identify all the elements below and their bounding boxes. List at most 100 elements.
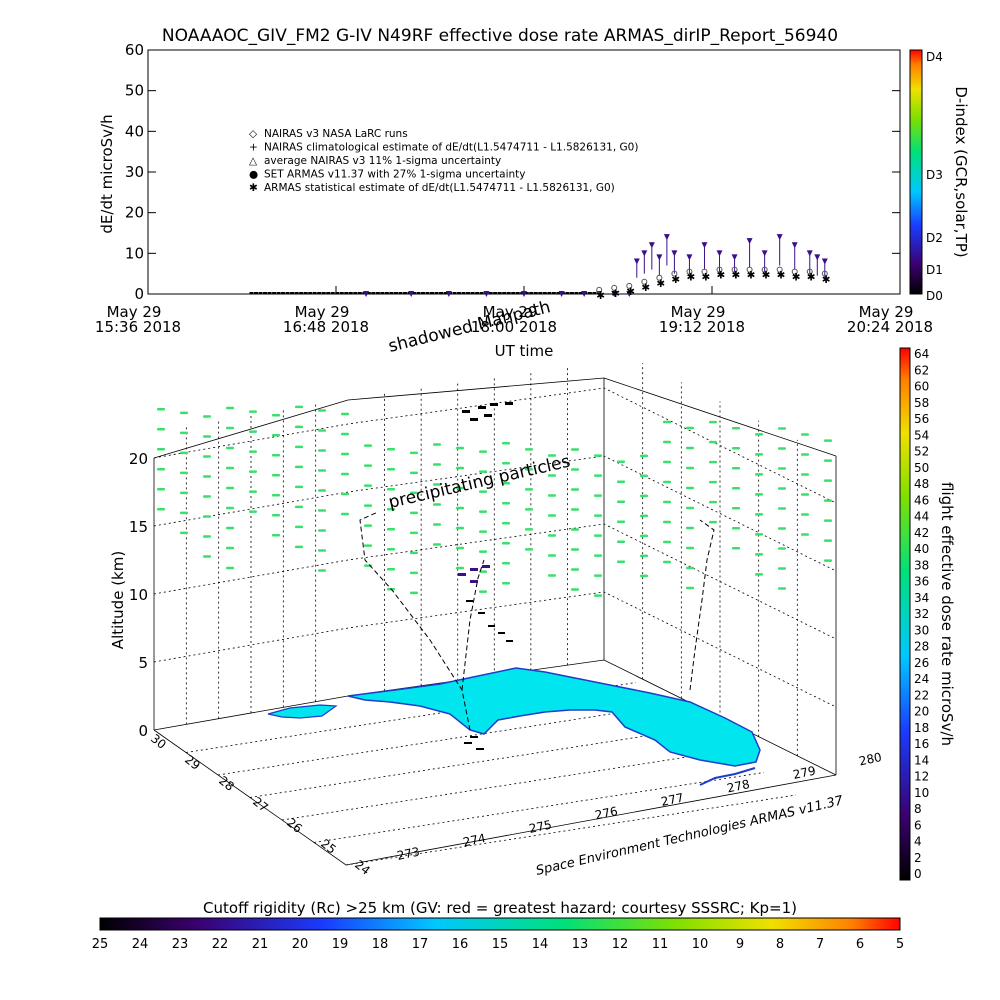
- dose-mark: [272, 414, 280, 417]
- dose-mark: [548, 534, 556, 537]
- baseline-point: [348, 292, 353, 294]
- dose-mark: [594, 554, 602, 557]
- nairas-point: [761, 266, 768, 273]
- baseline-point: [569, 292, 574, 294]
- baseline-point: [551, 292, 556, 294]
- dose-mark: [709, 520, 717, 524]
- dose-mark: [617, 500, 625, 503]
- florida-land: [347, 667, 761, 767]
- dose-mark: [456, 546, 464, 550]
- credit-text: Space Environment Technologies ARMAS v11…: [535, 793, 846, 879]
- dindex-tick-labels: D4 D3 D2 D1 D0: [926, 50, 943, 303]
- dose-mark: [203, 515, 211, 518]
- baseline-point: [299, 292, 304, 294]
- x-tick-label-time: 18:00 2018: [471, 318, 557, 336]
- dose-mark: [410, 571, 418, 575]
- dose-mark: [364, 544, 372, 547]
- dose-mark: [433, 443, 441, 446]
- armas-point: [363, 291, 370, 297]
- dose-mark: [663, 420, 671, 424]
- legend-entry: NAIRAS climatological estimate of dE/dt(…: [264, 142, 638, 154]
- y-tick-label: 30: [125, 163, 144, 181]
- dindex-tick: D1: [926, 263, 943, 277]
- legend-symbol: △: [249, 155, 258, 167]
- dose-mark: [387, 568, 395, 571]
- baseline-point: [344, 292, 349, 294]
- dose-mark: [778, 587, 786, 590]
- baseline-point: [452, 292, 457, 294]
- x-tick-label-time: 16:48 2018: [283, 318, 369, 336]
- baseline-point: [439, 292, 444, 294]
- armas-stat-point: ✱: [777, 270, 786, 282]
- dose-mark: [640, 534, 648, 538]
- baseline-point: [258, 292, 263, 294]
- keys-coast: [699, 767, 756, 786]
- dose-mark: [571, 548, 579, 551]
- baseline-point: [502, 292, 507, 294]
- dose-mark: [778, 547, 786, 550]
- dose-mark: [502, 462, 510, 465]
- altitude-tick: 15: [129, 518, 148, 536]
- dose-mark: [479, 570, 487, 573]
- legend-entry: NAIRAS v3 NASA LaRC runs: [264, 128, 408, 140]
- baseline-point: [398, 292, 403, 294]
- altitude-tick: 20: [129, 450, 148, 468]
- dose-mark: [709, 460, 717, 464]
- dose-mark: [295, 465, 303, 469]
- dose-mark: [456, 566, 464, 570]
- dose-tick: 38: [914, 558, 929, 572]
- dose-mark: [180, 511, 188, 515]
- dose-mark: [341, 412, 349, 416]
- armas-point: [408, 291, 415, 297]
- dose-mark: [226, 506, 234, 510]
- dose-mark: [502, 542, 510, 545]
- longitude-tick: 280: [858, 750, 883, 768]
- dose-mark: [778, 507, 786, 510]
- dose-mark: [686, 446, 694, 450]
- dose-tick: 50: [914, 461, 929, 475]
- dose-mark: [410, 451, 418, 455]
- legend-symbol: ●: [249, 169, 258, 181]
- dose-mark: [157, 408, 165, 411]
- legend-symbol: ◇: [249, 128, 258, 140]
- series-marks: ✱ ✱ ✱ ✱ ✱ ✱ ✱ ✱ ✱ ✱ ✱ ✱ ✱ ✱ ✱ ✱: [249, 234, 831, 302]
- baseline-point: [533, 292, 538, 294]
- dose-tick: 44: [914, 510, 929, 524]
- x-tick-label-date: May 29: [483, 303, 538, 321]
- nairas-point: [806, 268, 813, 275]
- baseline-point: [524, 292, 529, 294]
- latitude-tick: 28: [216, 773, 237, 793]
- cutoff-tick: 16: [452, 937, 469, 952]
- dose-mark: [272, 454, 280, 457]
- armas-purple-marks: [458, 565, 490, 583]
- dose-mark: [548, 574, 556, 577]
- chart-title: NOAAAOC_GIV_FM2 G-IV N49RF effective dos…: [162, 26, 838, 46]
- dose-mark: [525, 548, 533, 551]
- x-tick-label-time: 15:36 2018: [95, 318, 181, 336]
- baseline-point: [249, 292, 254, 294]
- legend-entry: ARMAS statistical estimate of dE/dt(L1.5…: [264, 182, 615, 194]
- dose-mark: [663, 480, 671, 484]
- armas-point: [483, 291, 490, 297]
- nairas-point: [791, 268, 798, 275]
- dose-mark: [617, 520, 625, 523]
- armas-stat-point: ✱: [656, 278, 665, 290]
- dose-mark: [295, 445, 303, 449]
- dose-tick: 12: [914, 770, 929, 784]
- dose-mark: [778, 467, 786, 470]
- dose-mark: [732, 447, 740, 450]
- armas-point: [731, 254, 738, 261]
- dose-mark: [617, 560, 625, 563]
- dose-mark: [157, 468, 165, 471]
- cutoff-tick: 23: [172, 937, 189, 952]
- dose-mark: [801, 493, 809, 496]
- dose-mark: [364, 484, 372, 487]
- nairas-point: [656, 274, 663, 281]
- cutoff-tick: 13: [572, 937, 589, 952]
- nairas-point: [776, 266, 783, 273]
- longitude-tick: 278: [726, 777, 751, 795]
- cutoff-tick: 9: [736, 937, 744, 952]
- dose-mark: [663, 500, 671, 504]
- dose-tick-labels: 6462605856545250484644424038363432302826…: [914, 347, 929, 881]
- dose-mark: [778, 527, 786, 530]
